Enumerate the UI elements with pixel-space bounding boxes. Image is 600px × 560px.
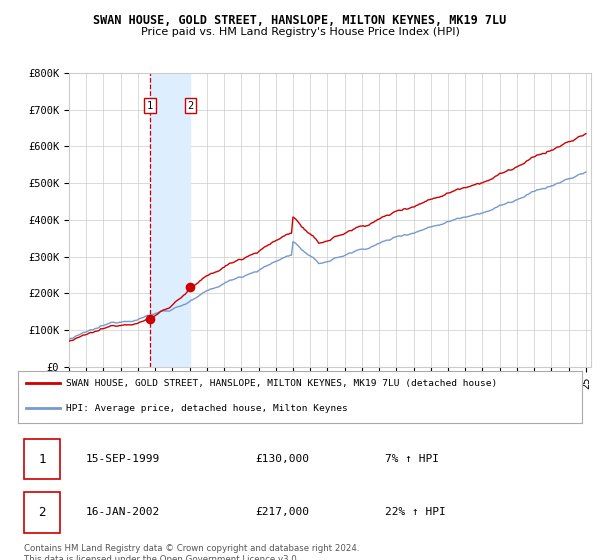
Text: Price paid vs. HM Land Registry's House Price Index (HPI): Price paid vs. HM Land Registry's House … bbox=[140, 27, 460, 37]
Text: SWAN HOUSE, GOLD STREET, HANSLOPE, MILTON KEYNES, MK19 7LU: SWAN HOUSE, GOLD STREET, HANSLOPE, MILTO… bbox=[94, 14, 506, 27]
Bar bbox=[150, 73, 190, 367]
Text: 7% ↑ HPI: 7% ↑ HPI bbox=[385, 454, 439, 464]
Text: 16-JAN-2002: 16-JAN-2002 bbox=[86, 507, 160, 517]
Text: £130,000: £130,000 bbox=[255, 454, 309, 464]
Text: 2: 2 bbox=[187, 101, 193, 111]
Text: HPI: Average price, detached house, Milton Keynes: HPI: Average price, detached house, Milt… bbox=[66, 404, 347, 413]
Text: 22% ↑ HPI: 22% ↑ HPI bbox=[385, 507, 445, 517]
Text: £217,000: £217,000 bbox=[255, 507, 309, 517]
Text: 1: 1 bbox=[38, 452, 46, 466]
Text: SWAN HOUSE, GOLD STREET, HANSLOPE, MILTON KEYNES, MK19 7LU (detached house): SWAN HOUSE, GOLD STREET, HANSLOPE, MILTO… bbox=[66, 379, 497, 388]
Text: 2: 2 bbox=[38, 506, 46, 519]
FancyBboxPatch shape bbox=[23, 439, 60, 479]
Text: Contains HM Land Registry data © Crown copyright and database right 2024.
This d: Contains HM Land Registry data © Crown c… bbox=[24, 544, 359, 560]
Text: 1: 1 bbox=[147, 101, 153, 111]
FancyBboxPatch shape bbox=[23, 492, 60, 533]
Text: 15-SEP-1999: 15-SEP-1999 bbox=[86, 454, 160, 464]
